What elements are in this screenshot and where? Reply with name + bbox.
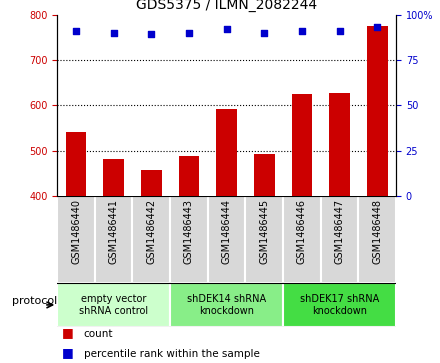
Text: percentile rank within the sample: percentile rank within the sample bbox=[84, 349, 260, 359]
Text: GSM1486444: GSM1486444 bbox=[222, 199, 231, 264]
Bar bbox=[208, 196, 246, 283]
Text: count: count bbox=[84, 329, 113, 339]
Bar bbox=[358, 196, 396, 283]
Bar bbox=[57, 196, 95, 283]
Point bbox=[110, 30, 117, 36]
Text: GSM1486446: GSM1486446 bbox=[297, 199, 307, 264]
Bar bbox=[179, 156, 199, 196]
Text: GSM1486443: GSM1486443 bbox=[184, 199, 194, 264]
Text: GSM1486442: GSM1486442 bbox=[147, 199, 156, 264]
Bar bbox=[254, 154, 275, 196]
Bar bbox=[170, 283, 283, 327]
Point bbox=[261, 30, 268, 36]
Point bbox=[73, 28, 80, 34]
Title: GDS5375 / ILMN_2082244: GDS5375 / ILMN_2082244 bbox=[136, 0, 317, 12]
Text: ■: ■ bbox=[62, 346, 73, 359]
Point bbox=[223, 26, 230, 32]
Bar bbox=[283, 283, 396, 327]
Point bbox=[298, 28, 305, 34]
Bar bbox=[216, 109, 237, 196]
Text: shDEK17 shRNA
knockdown: shDEK17 shRNA knockdown bbox=[300, 294, 379, 316]
Bar bbox=[103, 159, 124, 196]
Text: GSM1486448: GSM1486448 bbox=[372, 199, 382, 264]
Bar bbox=[95, 196, 132, 283]
Text: GSM1486441: GSM1486441 bbox=[109, 199, 119, 264]
Bar bbox=[66, 132, 86, 196]
Point bbox=[185, 30, 192, 36]
Bar bbox=[367, 26, 388, 196]
Point bbox=[336, 28, 343, 34]
Bar bbox=[246, 196, 283, 283]
Bar bbox=[141, 170, 161, 196]
Bar bbox=[321, 196, 358, 283]
Bar bbox=[57, 283, 170, 327]
Bar bbox=[283, 196, 321, 283]
Text: empty vector
shRNA control: empty vector shRNA control bbox=[79, 294, 148, 316]
Point bbox=[148, 32, 155, 37]
Bar bbox=[132, 196, 170, 283]
Bar bbox=[170, 196, 208, 283]
Bar bbox=[329, 93, 350, 196]
Text: protocol: protocol bbox=[12, 295, 57, 306]
Point bbox=[374, 24, 381, 30]
Text: GSM1486445: GSM1486445 bbox=[259, 199, 269, 264]
Text: shDEK14 shRNA
knockdown: shDEK14 shRNA knockdown bbox=[187, 294, 266, 316]
Text: ■: ■ bbox=[62, 326, 73, 339]
Text: GSM1486440: GSM1486440 bbox=[71, 199, 81, 264]
Text: GSM1486447: GSM1486447 bbox=[334, 199, 345, 264]
Bar bbox=[292, 94, 312, 196]
